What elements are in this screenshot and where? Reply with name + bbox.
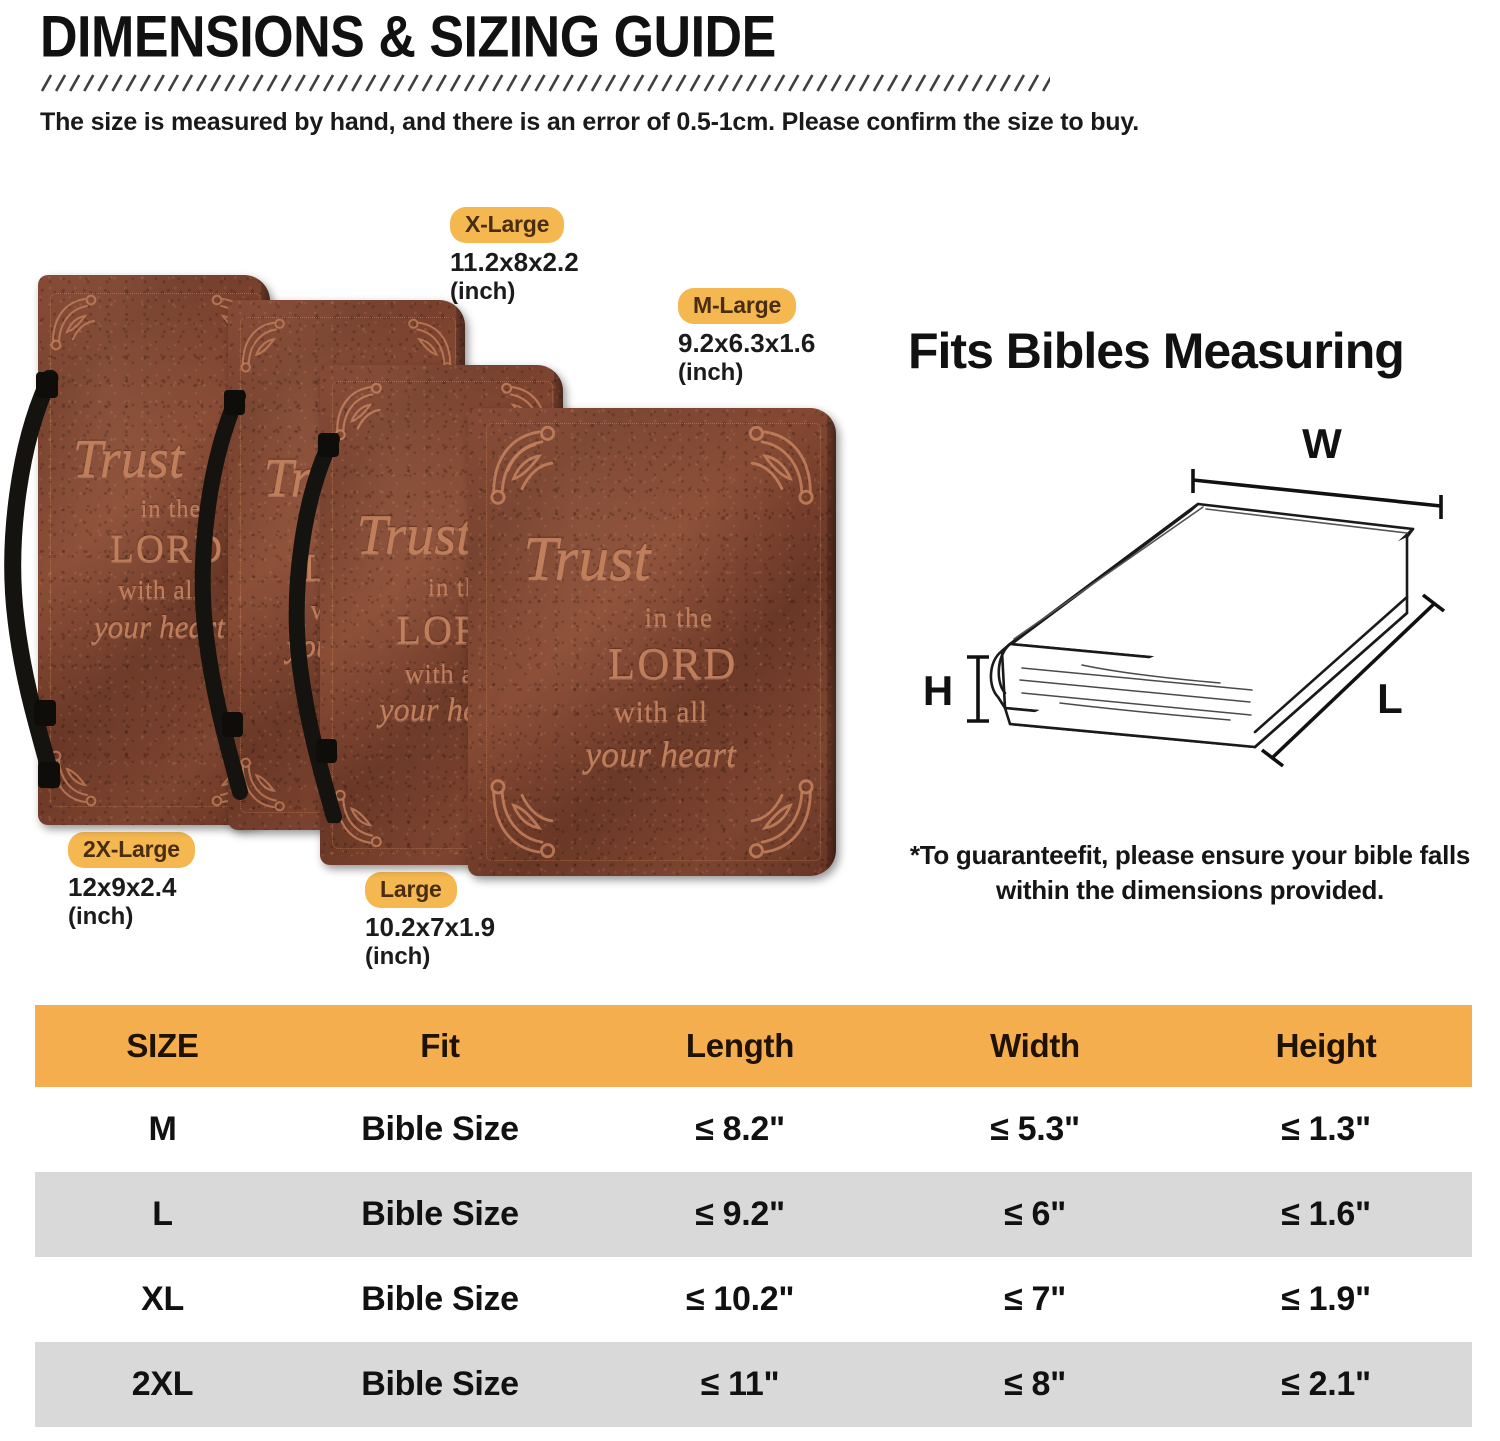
corner-flourish-icon [47, 292, 113, 359]
size-unit-mlarge: (inch) [678, 358, 744, 386]
page-title: DIMENSIONS & SIZING GUIDE [40, 5, 776, 71]
cell-length: ≤ 11" [590, 1342, 890, 1427]
fits-bibles-panel: Fits Bibles Measuring [880, 0, 1500, 985]
column-header-height: Height [1180, 1005, 1472, 1087]
size-badge-2xlarge: 2X-Large [68, 832, 195, 868]
cell-length: ≤ 8.2" [590, 1087, 890, 1172]
size-chart-table: SIZE Fit Length Width Height M Bible Siz… [35, 1005, 1472, 1427]
hatch-divider [40, 70, 1050, 96]
guarantee-note: *To guaranteefit, please ensure your bib… [880, 838, 1500, 907]
corner-flourish-icon [330, 380, 400, 449]
column-header-fit: Fit [290, 1005, 590, 1087]
cover-spine-edge [827, 408, 836, 876]
size-badge-xlarge: X-Large [450, 207, 565, 243]
cell-height: ≤ 1.3" [1180, 1087, 1472, 1172]
size-tag-2xlarge: 2X-Large 12x9x2.4 (inch) [68, 832, 195, 930]
table-row: L Bible Size ≤ 9.2" ≤ 6" ≤ 1.6" [35, 1172, 1472, 1257]
table-header-row: SIZE Fit Length Width Height [35, 1005, 1472, 1087]
diagram-label-width: W [1302, 425, 1342, 467]
guarantee-note-line-2: within the dimensions provided. [996, 874, 1384, 905]
diagram-label-height: H [923, 667, 953, 714]
cell-fit: Bible Size [290, 1172, 590, 1257]
cell-fit: Bible Size [290, 1087, 590, 1172]
column-header-length: Length [590, 1005, 890, 1087]
size-tag-xlarge: X-Large 11.2x8x2.2 (inch) [450, 207, 579, 305]
guarantee-note-line-1: *To guaranteefit, please ensure your bib… [909, 840, 1471, 870]
cell-height: ≤ 2.1" [1180, 1342, 1472, 1427]
corner-flourish-icon [483, 769, 581, 862]
bible-cover-mlarge: Trust in the LORD with all your heart [468, 408, 836, 876]
corner-flourish-icon [47, 742, 113, 809]
cell-width: ≤ 7" [890, 1257, 1180, 1342]
cell-fit: Bible Size [290, 1257, 590, 1342]
cell-height: ≤ 1.6" [1180, 1172, 1472, 1257]
table-row: 2XL Bible Size ≤ 11" ≤ 8" ≤ 2.1" [35, 1342, 1472, 1427]
size-badge-mlarge: M-Large [678, 288, 797, 324]
table-row: XL Bible Size ≤ 10.2" ≤ 7" ≤ 1.9" [35, 1257, 1472, 1342]
cell-length: ≤ 9.2" [590, 1172, 890, 1257]
page-subtitle: The size is measured by hand, and there … [40, 108, 1139, 136]
corner-flourish-icon [330, 781, 400, 850]
size-unit-xlarge: (inch) [450, 277, 516, 305]
size-dimensions-xlarge: 11.2x8x2.2 [450, 247, 579, 277]
corner-flourish-icon [723, 769, 821, 862]
cell-height: ≤ 1.9" [1180, 1257, 1472, 1342]
corner-flourish-icon [237, 749, 301, 814]
table-row: M Bible Size ≤ 8.2" ≤ 5.3" ≤ 1.3" [35, 1087, 1472, 1172]
cover-stitch-border [486, 422, 822, 862]
cell-size: XL [35, 1257, 290, 1342]
corner-flourish-icon [483, 422, 581, 515]
size-dimensions-mlarge: 9.2x6.3x1.6 [678, 328, 816, 358]
column-header-size: SIZE [35, 1005, 290, 1087]
size-dimensions-large: 10.2x7x1.9 [365, 912, 496, 942]
cell-width: ≤ 5.3" [890, 1087, 1180, 1172]
column-header-width: Width [890, 1005, 1180, 1087]
size-unit-2xlarge: (inch) [68, 902, 134, 930]
diagram-label-length: L [1377, 675, 1403, 722]
size-tag-large: Large 10.2x7x1.9 (inch) [365, 872, 495, 970]
cell-width: ≤ 6" [890, 1172, 1180, 1257]
cell-fit: Bible Size [290, 1342, 590, 1427]
size-dimensions-2xlarge: 12x9x2.4 [68, 872, 177, 902]
cell-size: M [35, 1087, 290, 1172]
size-badge-large: Large [365, 872, 457, 908]
cell-length: ≤ 10.2" [590, 1257, 890, 1342]
cell-width: ≤ 8" [890, 1342, 1180, 1427]
book-dimension-diagram: W H L [923, 425, 1446, 768]
corner-flourish-icon [723, 422, 821, 515]
cell-size: 2XL [35, 1342, 290, 1427]
cell-size: L [35, 1172, 290, 1257]
corner-flourish-icon [237, 316, 301, 381]
fits-bibles-heading: Fits Bibles Measuring [908, 323, 1405, 379]
size-unit-large: (inch) [365, 942, 431, 970]
size-tag-mlarge: M-Large 9.2x6.3x1.6 (inch) [678, 288, 815, 386]
corner-flourish-icon [392, 316, 456, 381]
